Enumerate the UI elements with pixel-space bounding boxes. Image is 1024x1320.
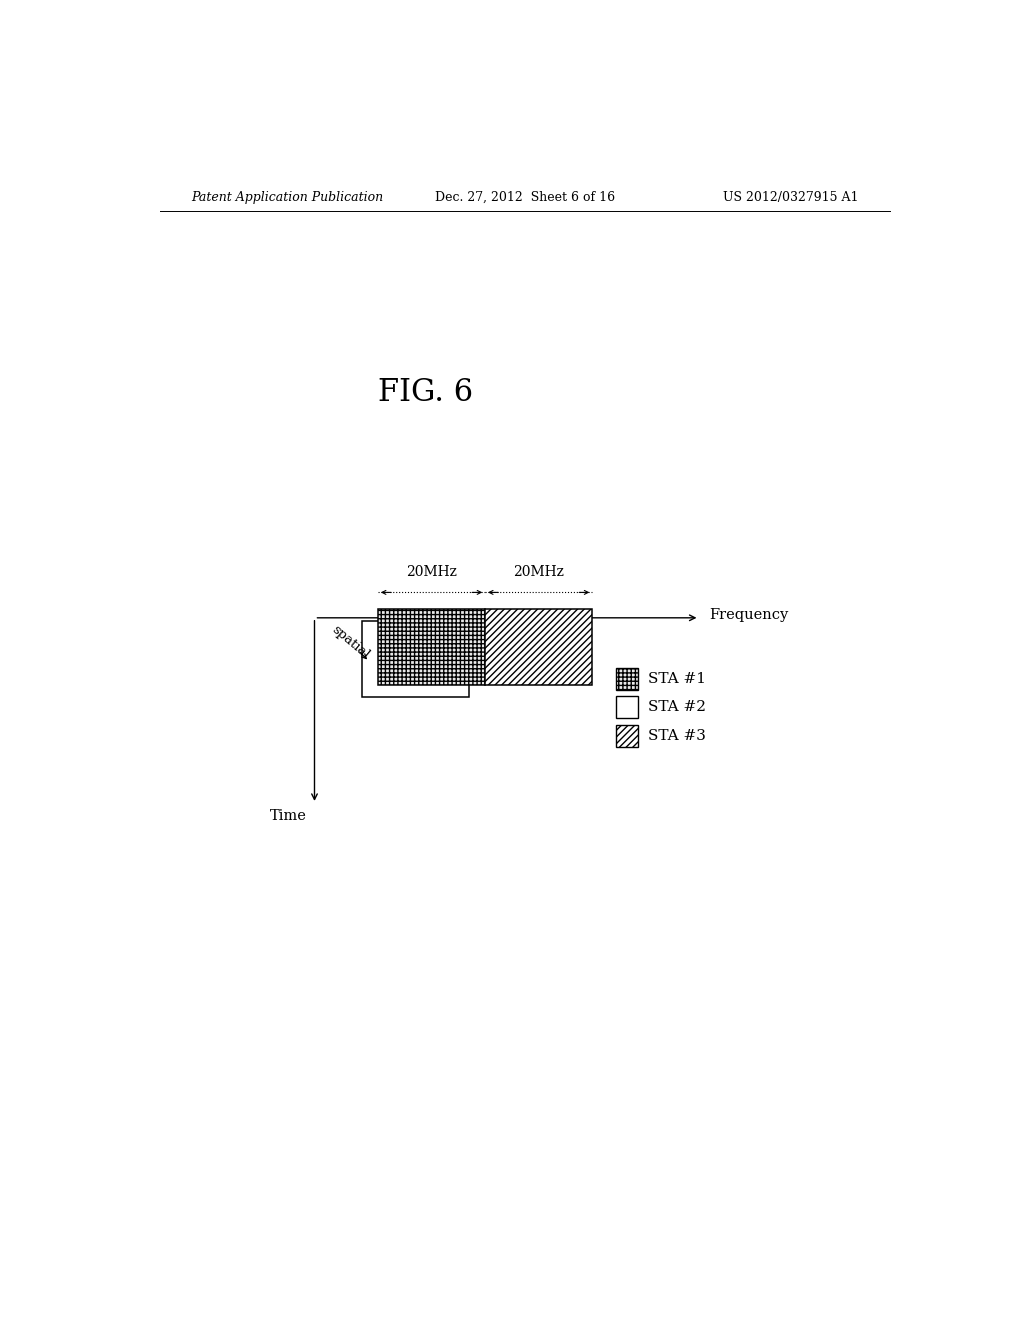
Text: FIG. 6: FIG. 6 (378, 376, 473, 408)
Bar (362, 620, 469, 697)
Text: Patent Application Publication: Patent Application Publication (191, 190, 384, 203)
Text: spatial: spatial (329, 623, 372, 661)
Bar (485, 609, 592, 685)
Text: STA #3: STA #3 (648, 729, 706, 743)
Text: STA #1: STA #1 (648, 672, 706, 686)
Text: STA #2: STA #2 (648, 700, 706, 714)
Text: Frequency: Frequency (709, 607, 788, 622)
Bar (616, 696, 638, 718)
Bar (616, 725, 638, 747)
Bar (378, 609, 485, 685)
Text: Time: Time (269, 809, 306, 822)
Text: US 2012/0327915 A1: US 2012/0327915 A1 (723, 190, 858, 203)
Text: 20MHz: 20MHz (407, 565, 457, 579)
Text: Dec. 27, 2012  Sheet 6 of 16: Dec. 27, 2012 Sheet 6 of 16 (435, 190, 614, 203)
Bar (616, 668, 638, 690)
Text: 20MHz: 20MHz (513, 565, 564, 579)
